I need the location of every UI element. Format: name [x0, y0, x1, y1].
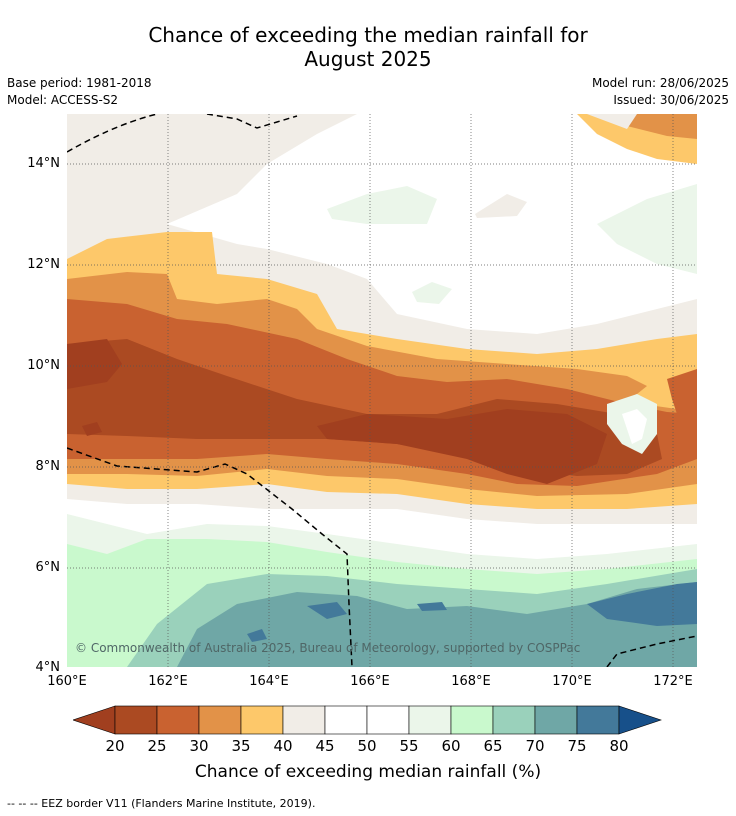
- rainfall-map: © Commonwealth of Australia 2025, Bureau…: [67, 114, 697, 667]
- colorbar-segment: [240, 705, 284, 735]
- colorbar-segment: [366, 705, 410, 735]
- eez-border-north2: [206, 114, 298, 129]
- lon-tick-168e: 168°E: [451, 674, 491, 689]
- colorbar-segment: [114, 705, 158, 735]
- colorbar-arrow-low: [72, 705, 116, 735]
- region-75-80-small: [307, 602, 347, 619]
- lat-tick-6n: 6°N: [35, 560, 61, 575]
- graticule: [67, 114, 697, 667]
- map-title-line1: Chance of exceeding the median rainfall …: [148, 23, 588, 47]
- colorbar-label: 30: [189, 737, 209, 755]
- region-75-80-tiny2: [417, 602, 447, 611]
- colorbar-label: 55: [399, 737, 419, 755]
- colorbar-segment: [450, 705, 494, 735]
- map-title-line2: August 2025: [304, 47, 432, 71]
- eez-border-north: [67, 114, 158, 153]
- colorbar-segment: [198, 705, 242, 735]
- region-below-20-small: [82, 422, 102, 436]
- lat-tick-12n: 12°N: [27, 257, 60, 272]
- colorbar-segments: [72, 705, 662, 735]
- colorbar-segment: [576, 705, 620, 735]
- map-svg: [67, 114, 697, 667]
- colorbar-label: 65: [483, 737, 503, 755]
- colorbar: [72, 704, 663, 740]
- colorbar-label: 70: [525, 737, 545, 755]
- colorbar-label: 35: [231, 737, 251, 755]
- colorbar-label: 40: [273, 737, 293, 755]
- lat-tick-4n: 4°N: [35, 660, 61, 675]
- eez-legend-note: -- -- -- EEZ border V11 (Flanders Marine…: [7, 797, 316, 810]
- region-wet-east-core: [622, 409, 647, 444]
- colorbar-label: 25: [147, 737, 167, 755]
- colorbar-segment: [156, 705, 200, 735]
- colorbar-label: 60: [441, 737, 461, 755]
- colorbar-segment: [324, 705, 368, 735]
- colorbar-label: 50: [357, 737, 377, 755]
- lon-tick-166e: 166°E: [350, 674, 390, 689]
- lat-tick-8n: 8°N: [35, 459, 61, 474]
- lat-tick-10n: 10°N: [27, 358, 60, 373]
- colorbar-title: Chance of exceeding median rainfall (%): [194, 762, 542, 782]
- colorbar-label: 75: [567, 737, 587, 755]
- region-beige-small: [475, 194, 527, 218]
- colorbar-segment: [534, 705, 578, 735]
- colorbar-label: 20: [105, 737, 125, 755]
- lon-tick-172e: 172°E: [653, 674, 693, 689]
- region-green-small: [412, 282, 452, 304]
- colorbar-label: 80: [609, 737, 629, 755]
- base-period: Base period: 1981-2018: [7, 76, 152, 90]
- colorbar-arrow-high: [618, 705, 662, 735]
- region-55-60-east: [597, 184, 697, 274]
- colorbar-segment: [408, 705, 452, 735]
- region-30-35-northeast: [612, 114, 697, 139]
- region-below-20-west: [67, 339, 122, 389]
- issued-date: Issued: 30/06/2025: [613, 93, 729, 107]
- lon-tick-160e: 160°E: [47, 674, 87, 689]
- lon-tick-164e: 164°E: [249, 674, 289, 689]
- model-name: Model: ACCESS-S2: [7, 93, 119, 107]
- region-75-80-southeast: [587, 582, 697, 626]
- lon-tick-162e: 162°E: [148, 674, 188, 689]
- eez-border-west: [67, 447, 353, 667]
- copyright-notice: © Commonwealth of Australia 2025, Bureau…: [75, 641, 581, 655]
- colorbar-segment: [492, 705, 536, 735]
- colorbar-svg: [72, 705, 662, 735]
- model-run: Model run: 28/06/2025: [591, 76, 729, 90]
- lon-tick-170e: 170°E: [552, 674, 592, 689]
- region-55-60-north: [327, 186, 437, 224]
- colorbar-segment: [282, 705, 326, 735]
- region-beige-north: [587, 114, 637, 129]
- lat-tick-14n: 14°N: [27, 156, 60, 171]
- region-east-edge: [667, 369, 697, 424]
- region-70-75-south: [177, 582, 697, 667]
- region-75-80-tiny: [247, 629, 267, 642]
- colorbar-label: 45: [315, 737, 335, 755]
- region-below-20-central: [317, 409, 607, 484]
